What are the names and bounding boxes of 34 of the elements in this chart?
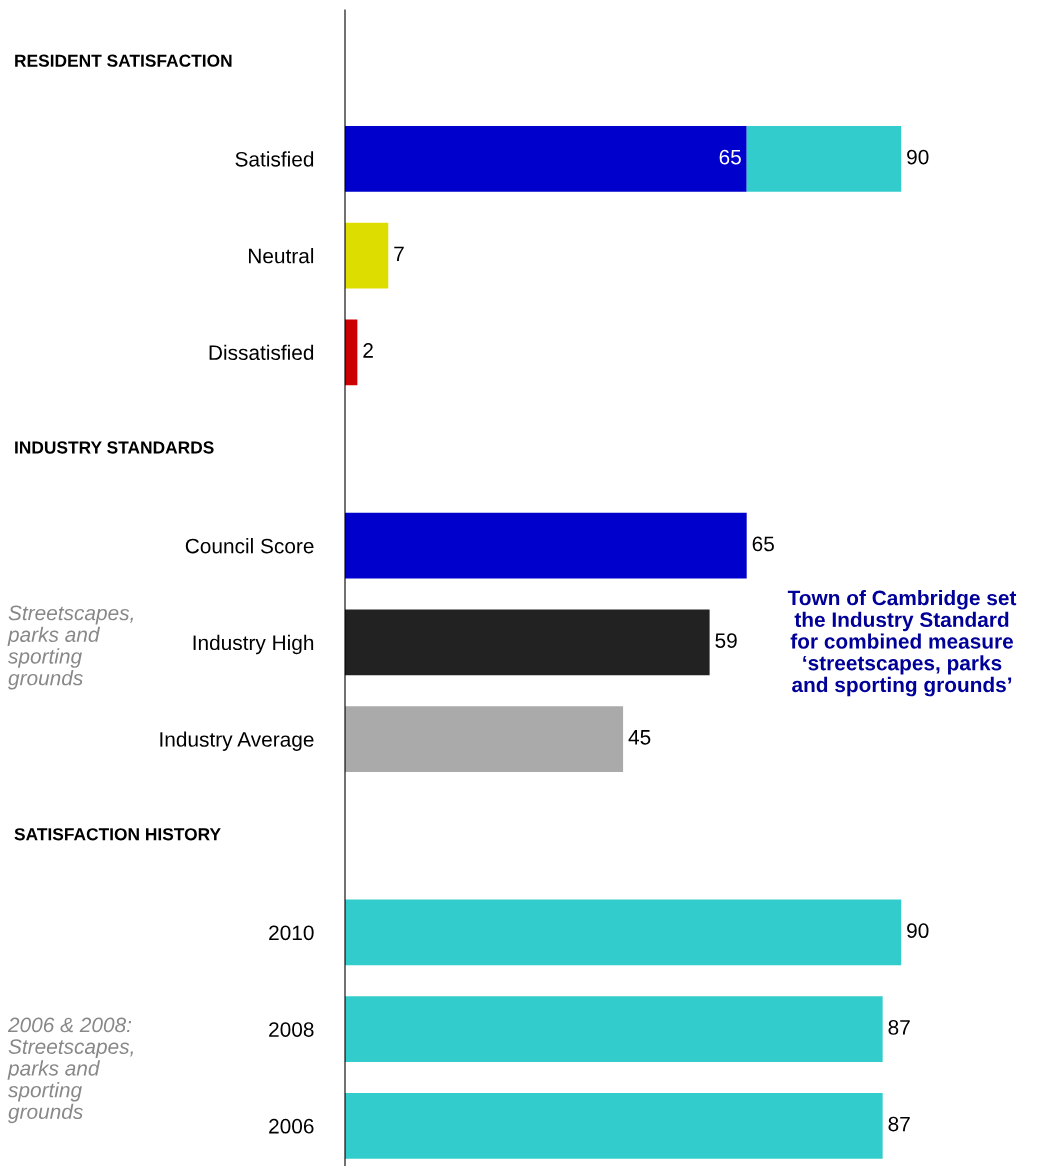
bar <box>345 899 902 966</box>
y-tick-label: Industry High <box>193 634 314 655</box>
bar <box>345 706 624 772</box>
text: Streetscapes, parks and sporting grounds <box>7 605 133 690</box>
y-tick-label: 2006 <box>269 1118 314 1134</box>
data-label: 65 <box>752 536 774 552</box>
data-label: 7 <box>394 246 404 261</box>
annotation: Town of Cambridge set the Industry Standard for combined measure ‘streetscapes, parks and sporting grounds’ <box>787 590 1017 697</box>
bar <box>345 512 747 579</box>
y-tick-label: Council Score <box>185 538 314 554</box>
total-label: 90 <box>907 149 929 165</box>
data-label: 45 <box>628 730 651 745</box>
data-label: 87 <box>888 1020 910 1035</box>
text: INDUSTRY STANDARDS <box>15 441 214 454</box>
data-label: 2 <box>363 343 373 358</box>
y-tick-label: 2010 <box>269 925 314 941</box>
y-tick-label: Satisfied <box>235 151 314 167</box>
data-label: 59 <box>715 633 737 648</box>
y-tick-label: Neutral <box>249 248 314 264</box>
bar <box>345 996 883 1063</box>
text: RESIDENT SATISFACTION <box>15 54 232 67</box>
y-tick-label: Dissatisfied <box>209 344 314 361</box>
bar <box>746 126 902 192</box>
bar <box>345 222 389 289</box>
y-tick-label: 2008 <box>269 1022 314 1037</box>
text: 2006 & 2008: Streetscapes, parks and sporting grounds <box>7 1017 133 1124</box>
bar <box>345 609 710 676</box>
bar <box>345 1092 883 1159</box>
bar <box>345 126 747 192</box>
text: SATISFACTION HISTORY <box>14 828 221 841</box>
data-label: 65 <box>719 149 741 165</box>
y-tick-label: Industry Average <box>160 731 314 751</box>
data-label: 90 <box>907 923 929 939</box>
data-label: 87 <box>888 1116 910 1132</box>
